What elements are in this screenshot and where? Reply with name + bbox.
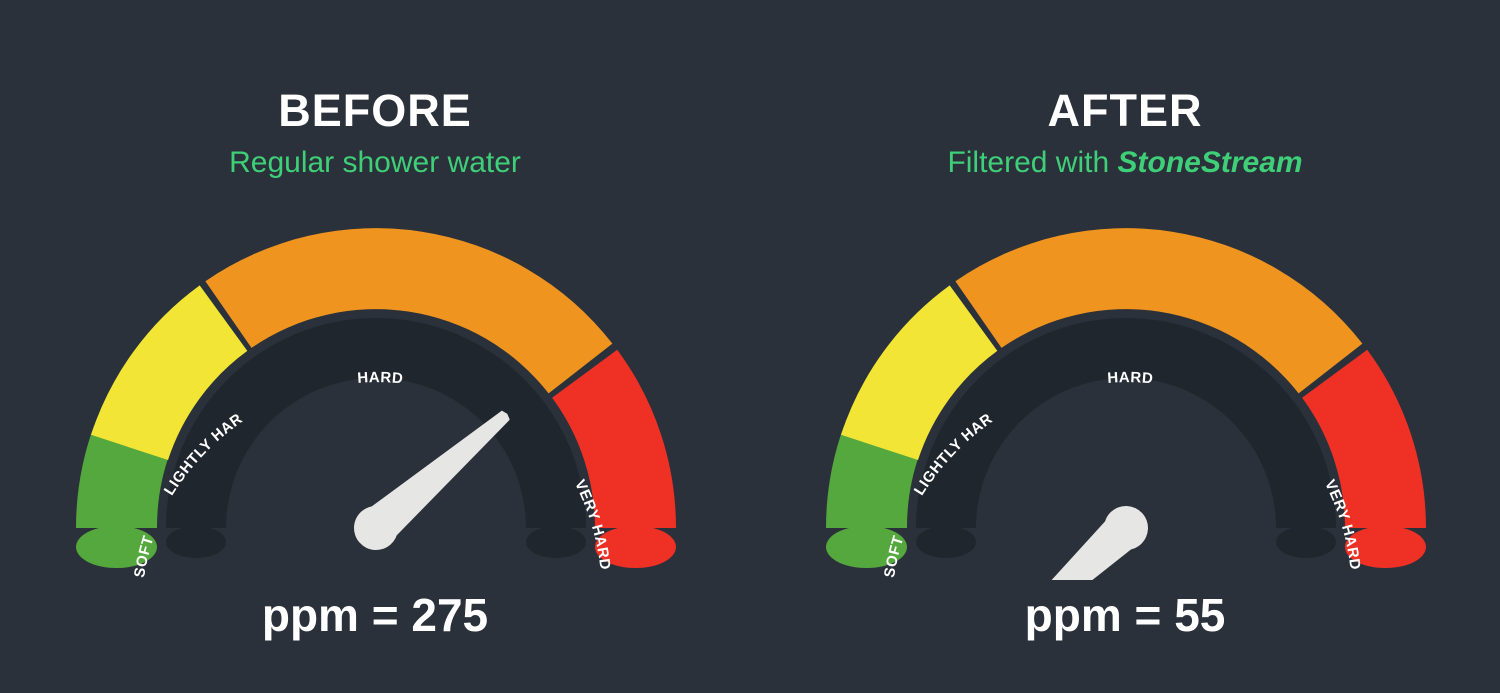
reading-value-after: 55	[1174, 589, 1226, 641]
panel-before: BEFORE Regular shower water	[0, 85, 750, 638]
needle-pointer-after	[996, 513, 1140, 580]
gauge-inner-ring-cap-right	[1276, 526, 1336, 558]
gauge-after: SOFT SLIGHTLY HARD HARD VERY HARD	[750, 205, 1500, 580]
gauge-band-very-hard-cap	[595, 526, 676, 568]
needle-pointer-before	[362, 410, 510, 544]
panel-after: AFTER Filtered with StoneStream	[750, 0, 1500, 693]
gauge-inner-ring-cap-left	[166, 526, 226, 558]
subtitle-text-after: Filtered with	[947, 146, 1118, 179]
gauge-svg-after: SOFT SLIGHTLY HARD HARD VERY HARD	[750, 205, 1426, 580]
gauge-band-very-hard-cap	[1345, 526, 1426, 568]
reading-value-before: 275	[411, 589, 489, 641]
gauge-needle-before	[354, 410, 510, 550]
needle-hub-after	[1104, 506, 1148, 550]
gauge-inner-ring-cap-right	[526, 526, 586, 558]
gauge-band-slightly-hard	[841, 285, 998, 460]
subtitle-text-before: Regular shower water	[229, 146, 521, 179]
gauge-band-hard	[205, 228, 613, 394]
panel-subtitle-before: Regular shower water	[0, 148, 750, 178]
panel-title-before: BEFORE	[278, 85, 472, 136]
gauge-band-very-hard	[1302, 349, 1426, 528]
gauge-inner-ring	[166, 318, 586, 528]
gauge-needle-after	[996, 506, 1148, 580]
reading-before: ppm = 275	[0, 592, 750, 638]
gauge-svg-before: SOFT SLIGHTLY HARD HARD VERY HARD	[0, 205, 676, 579]
gauge-band-soft-cap	[826, 526, 907, 568]
panel-title-after: AFTER	[1047, 85, 1203, 136]
panel-subtitle-after: Filtered with StoneStream	[750, 148, 1500, 178]
reading-after: ppm = 55	[750, 592, 1500, 638]
gauge-band-hard	[955, 228, 1363, 394]
reading-equals-after: =	[1134, 589, 1162, 641]
gauge-inner-ring	[916, 318, 1336, 528]
reading-equals-before: =	[371, 589, 399, 641]
gauge-band-soft-cap	[76, 526, 157, 568]
needle-hub-before	[354, 506, 398, 550]
brand-name-after: StoneStream	[1117, 146, 1303, 179]
reading-unit-after: ppm	[1024, 589, 1122, 641]
gauge-before: SOFT SLIGHTLY HARD HARD VERY HARD	[0, 205, 750, 580]
gauge-inner-ring-cap-left	[916, 526, 976, 558]
gauge-band-slightly-hard	[91, 285, 248, 460]
reading-unit-before: ppm	[261, 589, 359, 641]
gauge-band-very-hard	[552, 349, 676, 528]
